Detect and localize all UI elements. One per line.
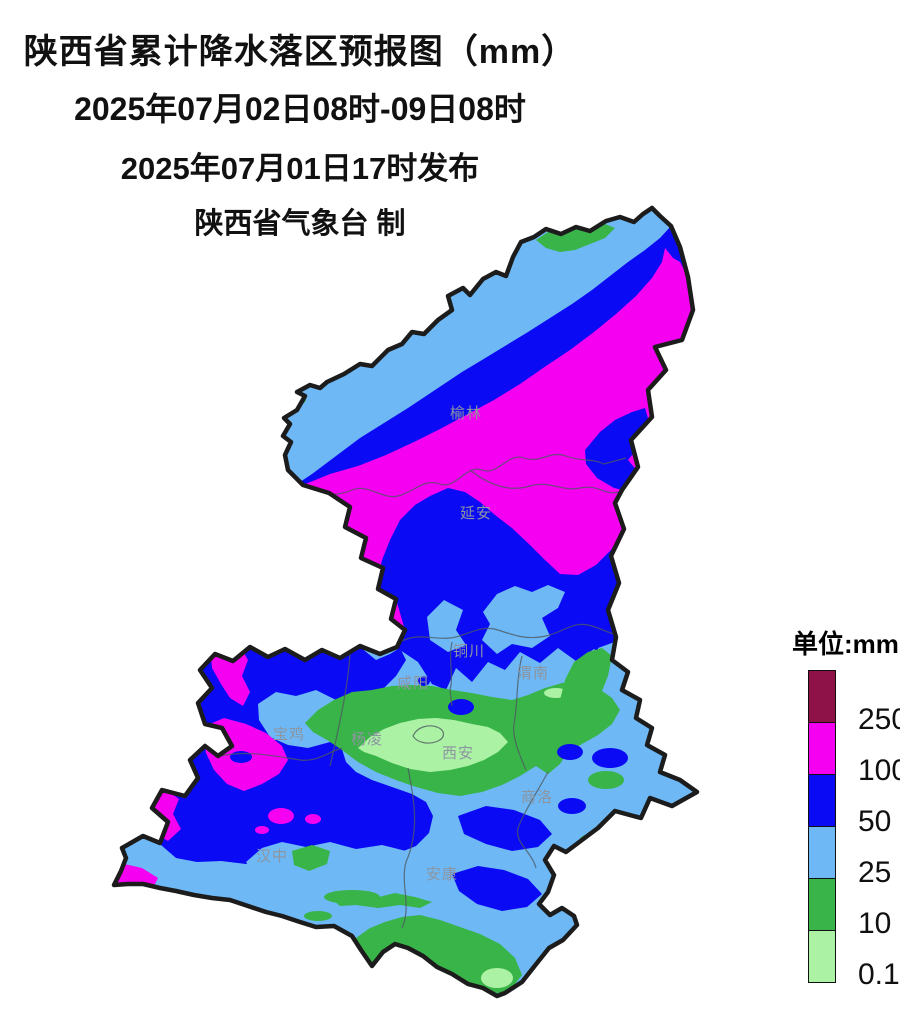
- region-south-green-streak-3: [304, 911, 332, 921]
- region-south-tip-green: [356, 915, 522, 994]
- city-label-yanan: 延安: [460, 505, 492, 522]
- map-title: 陕西省累计降水落区预报图（mm）: [23, 33, 577, 71]
- city-label-xian: 西安: [442, 745, 474, 762]
- prefecture-boundaries: [219, 454, 627, 929]
- forecast-period: 2025年07月02日08时-09日08时: [74, 91, 526, 127]
- city-label-weinan: 渭南: [517, 665, 549, 682]
- region-weinan-east-green: [560, 648, 612, 720]
- region-guanzhong-blue-dot-3: [557, 744, 583, 760]
- city-label-hanzhong: 汉中: [256, 848, 288, 865]
- region-nw-edge-green: [536, 224, 615, 252]
- issue-time: 2025年07月01日17时发布: [120, 151, 480, 186]
- prefecture-boundary: [516, 771, 549, 869]
- city-label-baoji: 宝鸡: [273, 726, 305, 743]
- prefecture-boundary: [469, 469, 619, 494]
- legend-title: 单位:mm: [792, 629, 899, 659]
- region-shangluo-green-blob: [588, 771, 624, 789]
- legend-swatch-25-50: [808, 826, 836, 879]
- legend-tick: 10: [858, 907, 892, 940]
- legend-tick: 0.1: [858, 958, 900, 991]
- yangling-enclave-boundary: [412, 725, 445, 744]
- city-label-tongchuan: 铜川: [453, 643, 485, 660]
- region-nw-edge-25-50: [283, 208, 671, 482]
- city-labels: 榆林 延安 铜川 渭南 咸阳 杨凌 西安 商洛 宝鸡 汉中 安康: [256, 405, 553, 883]
- city-label-ankang: 安康: [426, 866, 458, 883]
- region-shangluo-blue-south: [558, 798, 586, 814]
- legend-swatch-above-250: [808, 670, 836, 723]
- legend-swatch-0.1-10: [808, 930, 836, 983]
- precipitation-regions: [114, 208, 697, 996]
- region-xian-0.1-10: [358, 718, 508, 772]
- title-block: 陕西省累计降水落区预报图（mm） 2025年07月02日08时-09日08时 2…: [10, 24, 590, 242]
- prefecture-boundary: [513, 655, 527, 771]
- legend-tick: 50: [858, 805, 892, 838]
- prefecture-boundary: [219, 747, 343, 761]
- region-guanzhong-blue-dot-2: [418, 676, 430, 686]
- region-ankang-blue-2: [452, 866, 542, 911]
- prefecture-boundary: [305, 454, 627, 498]
- legend-tick: 25: [858, 856, 892, 889]
- region-yulin-100-250: [303, 248, 693, 630]
- region-hanzhong-magenta-dot-1: [268, 808, 294, 824]
- legend-swatch-100-250: [808, 722, 836, 775]
- city-label-xianyang: 咸阳: [397, 675, 429, 692]
- prefecture-boundary: [401, 767, 416, 929]
- legend-swatch-50-100: [808, 774, 836, 827]
- legend-color-scale: 250 100 50 25 10 0.1: [808, 670, 900, 991]
- region-guanzhong-blue-dot-1: [448, 699, 474, 715]
- region-hanzhong-magenta-dot-3: [255, 826, 269, 834]
- region-hanzhong-green-1: [292, 845, 330, 871]
- region-ankang-blue-1: [458, 806, 552, 851]
- region-shangluo-blue-blob: [592, 748, 628, 768]
- legend-tick: 100: [858, 754, 900, 787]
- region-magenta-hole-blue: [230, 751, 252, 763]
- region-yanan-lightblue-2: [427, 600, 466, 652]
- region-south-green-streak-2: [324, 890, 380, 904]
- city-label-yulin: 榆林: [450, 405, 482, 422]
- legend: 单位:mm 250 100 50 25 10 0.1: [792, 624, 900, 991]
- prefecture-boundary: [449, 641, 453, 707]
- prefecture-boundary: [399, 623, 623, 643]
- city-label-shangluo: 商洛: [521, 789, 553, 806]
- legend-tick: 250: [858, 703, 900, 736]
- city-label-yangling: 杨凌: [351, 731, 383, 748]
- producer: 陕西省气象台 制: [194, 208, 406, 240]
- region-hanzhong-magenta-dot-2: [305, 814, 321, 824]
- prefecture-boundary: [329, 653, 351, 767]
- region-south-tip-lightgreen: [481, 968, 513, 988]
- legend-swatch-10-25: [808, 878, 836, 931]
